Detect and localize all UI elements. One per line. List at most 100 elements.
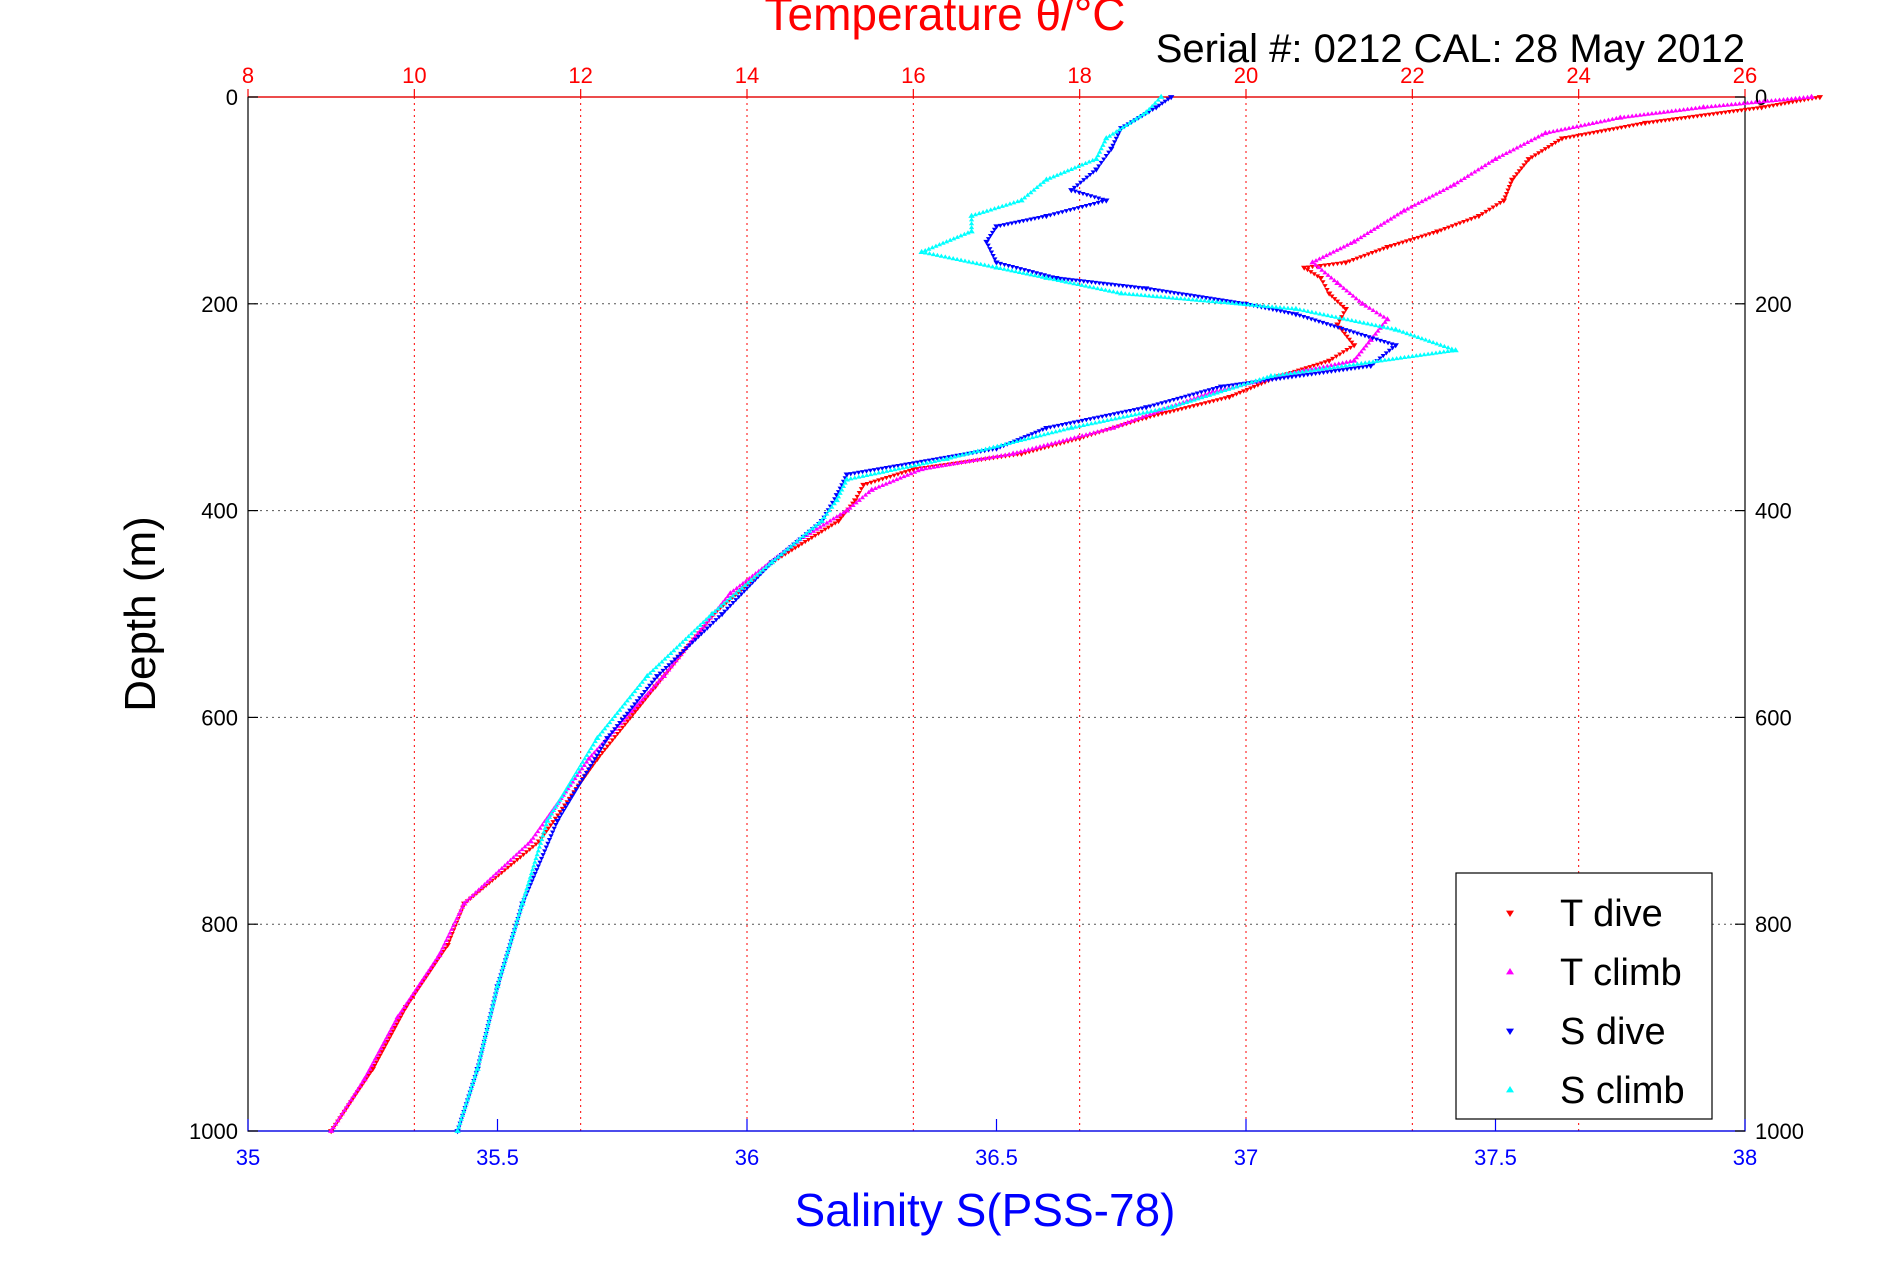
profile-marker <box>839 487 845 492</box>
profile-marker <box>536 844 543 849</box>
profile-marker <box>1453 222 1459 227</box>
profile-marker <box>1285 375 1291 380</box>
profile-marker <box>1075 163 1082 168</box>
profile-marker <box>1378 222 1384 227</box>
data-point <box>1093 155 1100 161</box>
profile-marker <box>619 717 625 723</box>
profile-marker <box>1009 268 1015 273</box>
profile-marker <box>1558 127 1564 132</box>
profile-marker <box>802 540 808 545</box>
profile-marker <box>1175 408 1181 413</box>
profile-marker <box>335 1118 341 1123</box>
profile-marker <box>1156 103 1162 108</box>
profile-marker <box>1332 362 1338 367</box>
profile-marker <box>1223 299 1229 304</box>
profile-marker <box>990 454 996 459</box>
data-point <box>527 838 534 844</box>
data-point <box>594 734 601 740</box>
profile-marker <box>835 494 842 499</box>
profile-marker <box>384 1035 390 1040</box>
profile-marker <box>1176 402 1182 407</box>
profile-marker <box>1098 286 1105 291</box>
profile-marker <box>371 1063 378 1069</box>
profile-marker <box>850 502 856 507</box>
profile-marker <box>872 485 878 491</box>
profile-marker <box>1300 314 1307 320</box>
profile-marker <box>1067 421 1073 426</box>
profile-marker <box>701 629 707 634</box>
profile-marker <box>742 582 748 588</box>
profile-marker <box>1077 279 1083 284</box>
legend-marker <box>1506 1086 1514 1093</box>
profile-marker <box>1337 302 1343 307</box>
profile-marker <box>1366 305 1373 310</box>
profile-marker <box>1075 281 1081 287</box>
profile-marker <box>1404 330 1410 336</box>
profile-marker <box>1225 300 1232 305</box>
salinity-tick-label: 35.5 <box>476 1145 519 1170</box>
profile-marker <box>1102 287 1109 292</box>
profile-marker <box>738 592 745 597</box>
profile-marker <box>1199 402 1205 407</box>
profile-marker <box>1136 415 1142 421</box>
profile-marker <box>829 504 835 509</box>
profile-marker <box>656 662 662 667</box>
profile-marker <box>394 1022 400 1027</box>
profile-marker <box>1060 427 1067 432</box>
profile-marker <box>879 482 886 488</box>
profile-marker <box>1334 299 1341 304</box>
profile-marker <box>378 1045 384 1050</box>
profile-marker <box>879 466 885 471</box>
profile-marker <box>1006 440 1012 445</box>
profile-marker <box>825 525 832 530</box>
profile-marker <box>985 243 991 248</box>
profile-marker <box>543 845 549 850</box>
profile-marker <box>634 699 640 704</box>
profile-marker <box>1352 366 1358 371</box>
profile-marker <box>974 457 980 462</box>
profile-marker <box>388 1032 394 1038</box>
data-point <box>993 224 1000 230</box>
profile-marker <box>496 979 502 985</box>
profile-marker <box>1256 377 1263 382</box>
profile-marker <box>577 769 583 774</box>
profile-marker <box>386 1036 392 1041</box>
profile-marker <box>1324 370 1331 375</box>
legend-label: S dive <box>1560 1011 1666 1053</box>
profile-marker <box>1321 312 1327 317</box>
profile-marker <box>987 247 993 252</box>
profile-marker <box>1061 277 1067 282</box>
profile-marker <box>514 858 520 863</box>
profile-marker <box>443 937 450 943</box>
profile-marker <box>1358 360 1364 366</box>
profile-marker <box>1369 322 1375 327</box>
profile-marker <box>1032 216 1038 221</box>
profile-marker <box>516 849 522 854</box>
data-point <box>1209 388 1216 394</box>
profile-marker <box>473 1070 479 1075</box>
profile-marker <box>725 593 731 598</box>
profile-marker <box>858 487 864 492</box>
profile-marker <box>883 466 889 471</box>
profile-marker <box>794 539 800 544</box>
profile-marker <box>1332 369 1338 374</box>
profile-marker <box>1503 191 1510 197</box>
profile-marker <box>1229 385 1236 390</box>
profile-marker <box>537 825 543 830</box>
profile-marker <box>727 603 733 608</box>
profile-marker <box>1214 386 1220 391</box>
profile-marker <box>1324 288 1330 293</box>
profile-marker <box>1381 246 1387 251</box>
profile-marker <box>1149 103 1155 108</box>
profile-marker <box>535 828 541 834</box>
profile-marker <box>1068 436 1074 441</box>
profile-marker <box>545 841 551 846</box>
profile-marker <box>1013 266 1020 271</box>
profile-marker <box>1784 96 1791 101</box>
profile-marker <box>1029 446 1035 451</box>
profile-marker <box>1102 427 1108 432</box>
data-point <box>910 467 917 473</box>
profile-marker <box>1025 433 1032 438</box>
profile-marker <box>480 1042 486 1047</box>
profile-marker <box>634 685 640 691</box>
